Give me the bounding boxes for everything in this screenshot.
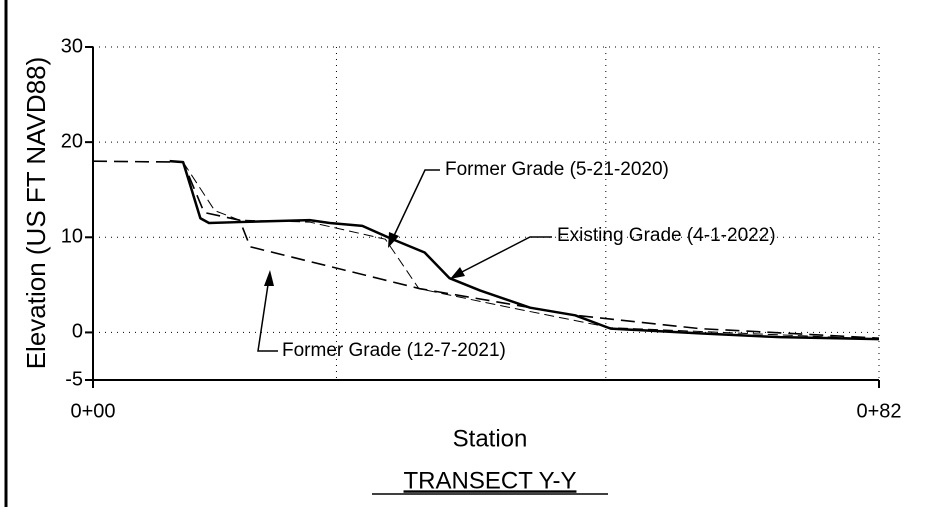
y-tick-label: 0: [72, 321, 83, 343]
y-tick-label: 30: [61, 35, 83, 57]
annotation: Former Grade (5-21-2020): [445, 159, 669, 180]
x-axis-label: Station: [453, 425, 528, 452]
leader: [257, 277, 278, 352]
x-tick-label: 0+00: [70, 400, 115, 422]
annotation: Existing Grade (4-1-2022): [557, 225, 776, 246]
arrowheads: [264, 232, 465, 286]
annotation: Former Grade (12-7-2021): [282, 340, 506, 361]
chart-title: TRANSECT Y-Y: [404, 467, 577, 494]
y-axis-label: Elevation (US FT NAVD88): [21, 57, 51, 370]
series-line: [182, 161, 880, 340]
arrowhead: [450, 267, 465, 279]
y-tick-label: 10: [61, 226, 83, 248]
leader: [455, 236, 552, 276]
leaders: [257, 169, 552, 352]
x-tick-label: 0+82: [856, 400, 901, 422]
arrowhead: [264, 270, 274, 286]
y-tick-label: -5: [65, 368, 83, 390]
series-line: [169, 159, 880, 341]
leader: [391, 169, 440, 241]
y-tick-label: 20: [61, 130, 83, 152]
series-line: [92, 160, 880, 339]
